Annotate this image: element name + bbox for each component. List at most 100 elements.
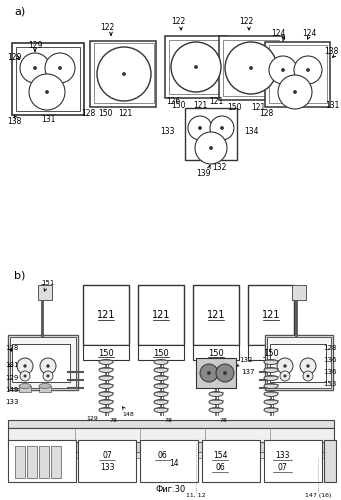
Circle shape	[294, 56, 322, 84]
Text: 122: 122	[171, 18, 185, 26]
Ellipse shape	[154, 376, 168, 380]
Text: 138: 138	[7, 118, 21, 126]
Ellipse shape	[264, 360, 278, 364]
Bar	[138, 345, 184, 360]
Bar	[248, 285, 294, 345]
Circle shape	[29, 74, 65, 110]
Bar	[138, 285, 184, 345]
Circle shape	[188, 116, 212, 140]
Circle shape	[303, 371, 313, 381]
Circle shape	[284, 365, 286, 367]
Text: 128: 128	[5, 345, 18, 351]
Ellipse shape	[264, 376, 278, 380]
Circle shape	[47, 375, 49, 377]
Circle shape	[97, 47, 151, 101]
Text: 126: 126	[167, 98, 181, 106]
Bar	[39, 446, 49, 478]
Text: 121: 121	[118, 110, 132, 118]
Text: 129: 129	[86, 416, 98, 420]
Bar	[16, 47, 80, 111]
Text: 149: 149	[5, 387, 18, 393]
Text: 128: 128	[324, 345, 337, 351]
Ellipse shape	[99, 392, 113, 396]
Bar	[12, 43, 84, 115]
Text: 132: 132	[239, 357, 253, 363]
Circle shape	[278, 75, 312, 109]
Text: 137: 137	[241, 369, 255, 375]
Ellipse shape	[209, 376, 223, 380]
Ellipse shape	[209, 360, 223, 364]
Circle shape	[195, 132, 227, 164]
Circle shape	[210, 116, 234, 140]
Text: 07: 07	[102, 452, 112, 460]
Circle shape	[123, 73, 125, 75]
Text: a): a)	[14, 7, 25, 17]
Ellipse shape	[39, 384, 51, 388]
Circle shape	[24, 375, 26, 377]
Ellipse shape	[99, 408, 113, 412]
Circle shape	[17, 358, 33, 374]
Text: 154: 154	[213, 452, 227, 460]
Circle shape	[307, 365, 309, 367]
Ellipse shape	[154, 368, 168, 372]
Text: 134: 134	[244, 128, 258, 136]
Circle shape	[210, 147, 212, 149]
Bar	[169, 40, 223, 94]
Text: 14: 14	[169, 460, 179, 468]
Circle shape	[221, 127, 223, 129]
Bar	[90, 41, 156, 107]
Text: 78: 78	[164, 418, 172, 422]
Text: 147 (16): 147 (16)	[305, 492, 331, 498]
Text: 07: 07	[277, 464, 287, 472]
Ellipse shape	[99, 376, 113, 380]
Text: 131: 131	[41, 116, 55, 124]
Ellipse shape	[209, 384, 223, 388]
Bar	[38, 285, 52, 300]
Circle shape	[208, 372, 210, 374]
Bar	[324, 440, 336, 482]
Text: 150: 150	[263, 348, 279, 358]
Circle shape	[200, 364, 218, 382]
Text: 11, 12: 11, 12	[186, 492, 206, 498]
Ellipse shape	[99, 360, 113, 364]
Circle shape	[46, 91, 48, 93]
Text: 128: 128	[259, 108, 273, 118]
Bar	[165, 36, 227, 98]
Bar	[223, 40, 279, 96]
Text: 121: 121	[209, 98, 223, 106]
Bar	[219, 36, 283, 100]
Text: 121: 121	[97, 310, 115, 320]
Ellipse shape	[209, 392, 223, 396]
Text: 150: 150	[171, 100, 185, 110]
Bar	[248, 345, 294, 360]
Circle shape	[307, 375, 309, 377]
Bar	[51, 446, 61, 478]
Text: 121: 121	[251, 102, 265, 112]
Text: 139: 139	[196, 168, 210, 177]
Circle shape	[225, 42, 277, 94]
Circle shape	[34, 67, 36, 69]
Text: b): b)	[14, 270, 25, 280]
Ellipse shape	[264, 384, 278, 388]
Bar	[15, 446, 25, 478]
Bar	[265, 42, 330, 107]
Bar	[78, 440, 136, 482]
Text: 122: 122	[239, 18, 253, 26]
Bar	[270, 344, 326, 382]
Bar	[94, 43, 154, 103]
Bar	[8, 428, 334, 442]
Circle shape	[20, 53, 50, 83]
Ellipse shape	[99, 368, 113, 372]
Ellipse shape	[209, 400, 223, 404]
Bar	[196, 358, 236, 388]
Ellipse shape	[154, 400, 168, 404]
Circle shape	[59, 67, 61, 69]
Text: 150: 150	[98, 110, 112, 118]
Bar	[8, 335, 78, 390]
Bar	[27, 446, 37, 478]
Bar	[292, 285, 306, 300]
Text: 133: 133	[161, 128, 175, 136]
Text: 128: 128	[81, 108, 95, 118]
Bar	[264, 440, 322, 482]
Text: 132: 132	[212, 164, 226, 172]
